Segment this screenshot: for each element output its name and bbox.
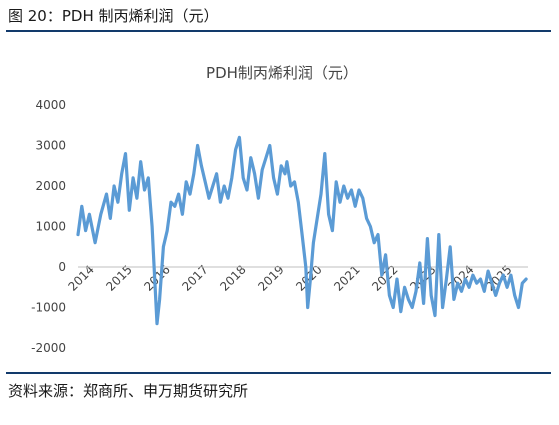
y-tick-label: -1000 [31,301,66,315]
y-tick-label: 3000 [35,139,66,153]
chart-title: PDH制丙烯利润（元） [206,64,358,82]
source-note: 资料来源：郑商所、申万期货研究所 [8,382,249,400]
source-rule [6,372,551,374]
figure-caption: 图 20：PDH 制丙烯利润（元） [8,7,219,25]
y-tick-label: -2000 [31,341,66,355]
profit-series-line [76,135,528,326]
y-tick-label: 1000 [35,220,66,234]
y-axis-ticks: 4000 3000 2000 1000 0 -1000 -2000 [31,98,66,355]
y-tick-label: 2000 [35,179,66,193]
y-tick-label: 0 [58,260,66,274]
caption-rule [6,30,551,32]
y-tick-label: 4000 [35,98,66,112]
